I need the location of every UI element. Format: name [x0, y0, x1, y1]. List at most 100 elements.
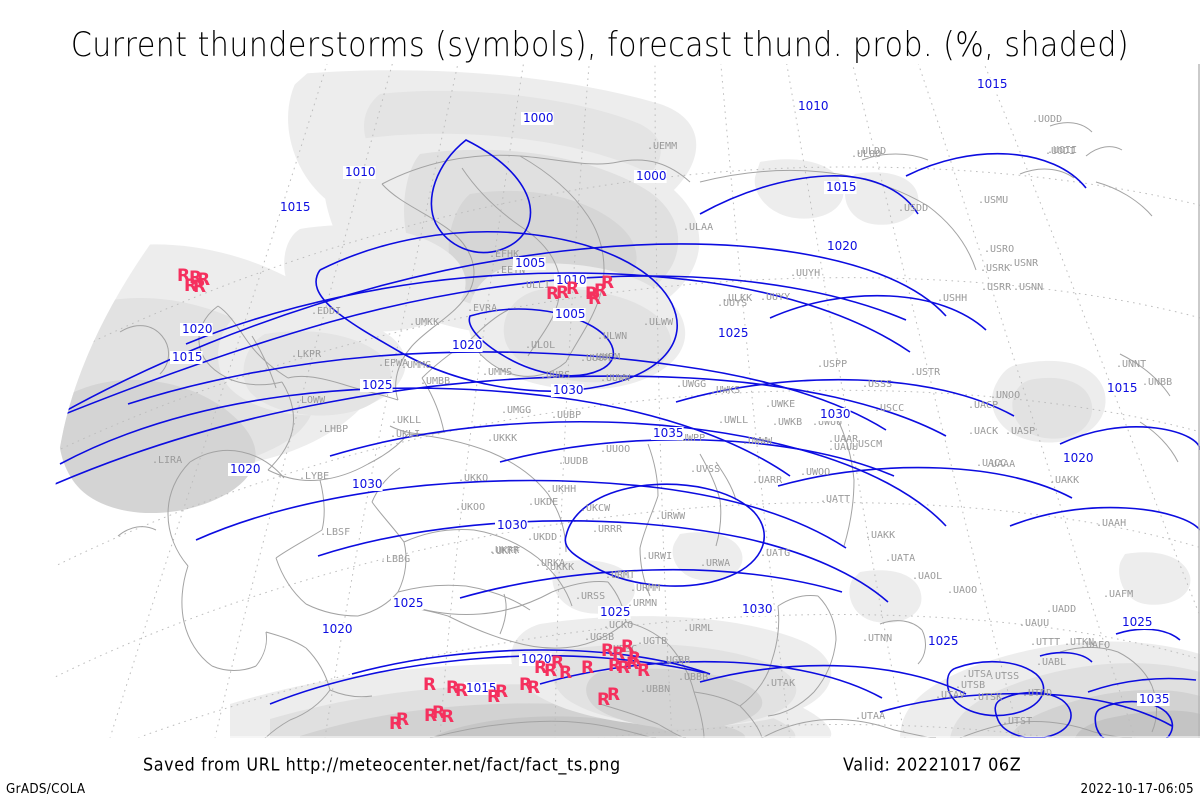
- isobar-label: 1025: [393, 596, 424, 610]
- station-label: .UWLL: [718, 415, 748, 426]
- station-label: .UKLL: [391, 415, 421, 426]
- station-label: .UKFF: [490, 546, 520, 557]
- station-label: .UAUU: [1019, 618, 1049, 629]
- station-label: .UATA: [885, 553, 915, 564]
- station-label: .UATT: [820, 494, 850, 505]
- station-label: .UTAK: [765, 678, 795, 689]
- weather-map-canvas[interactable]: .LIRA .LKPR .EPWA .EDDI .UMKK .UMBB .UMMG .UMGG…: [0, 64, 1200, 738]
- station-label: .ULWN: [597, 331, 627, 342]
- isobar-label: 1035: [653, 426, 684, 440]
- isobar-label: 1010: [345, 165, 376, 179]
- thunderstorm-symbol: R: [566, 279, 579, 299]
- thunderstorm-symbol: R: [544, 661, 557, 681]
- thunderstorm-symbol: R: [441, 707, 454, 727]
- thunderstorm-symbol: R: [601, 641, 614, 661]
- station-label: .UKCW: [580, 503, 611, 514]
- thunderstorm-symbol: R: [396, 710, 409, 730]
- isobar-label-backdrop: [464, 682, 497, 695]
- station-label: .UODI: [1045, 146, 1075, 157]
- station-label: .UAFM: [1103, 589, 1133, 600]
- station-label: .UABL: [1036, 657, 1066, 668]
- map-svg: .LIRA .LKPR .EPWA .EDDI .UMKK .UMBB .UMMG .UMGG…: [0, 64, 1200, 738]
- station-label: .UTKN: [1064, 637, 1094, 648]
- station-label: .UUWW: [600, 373, 631, 384]
- isobar-label-backdrop: [554, 274, 587, 287]
- isobar-label: 1025: [1122, 615, 1153, 629]
- isobar-label-backdrop: [634, 170, 667, 183]
- isobar-label: 1015: [280, 200, 311, 214]
- page-title: Current thunderstorms (symbols), forecas…: [70, 26, 1130, 66]
- thunderstorm-symbol: R: [546, 284, 559, 304]
- station-label: .URMN: [627, 598, 657, 609]
- station-label: .UEMM: [647, 141, 677, 152]
- isobar-label-backdrop: [360, 379, 393, 392]
- station-label: .LBSF: [320, 527, 350, 538]
- isobar-label-backdrop: [551, 384, 584, 397]
- isobar-label: 1010: [556, 273, 587, 287]
- isobar-label: 1030: [553, 383, 584, 397]
- station-label: .LHBP: [318, 424, 348, 435]
- station-label: .URML: [683, 623, 713, 634]
- isobar-label-backdrop: [796, 100, 829, 113]
- station-label: .URRR: [592, 524, 623, 535]
- isobar-label: 1005: [515, 256, 546, 270]
- station-label: .EPWA: [378, 358, 408, 369]
- station-label: .USSS: [862, 379, 892, 390]
- isobar-label: 1015: [826, 180, 857, 194]
- thunderstorm-symbol: R: [556, 283, 569, 303]
- isobar-label: 1020: [521, 652, 552, 666]
- isobar-label-backdrop: [824, 181, 857, 194]
- station-label: .URMM: [630, 583, 660, 594]
- station-label: .UWKS: [710, 385, 740, 396]
- thunderstorm-symbol: R: [594, 281, 607, 301]
- station-label: .EETN: [495, 265, 525, 276]
- station-label: .UWOO: [800, 467, 830, 478]
- isobar-label: 1020: [182, 322, 213, 336]
- thunderstorm-symbol: R: [487, 687, 500, 707]
- isobar-label: 1030: [352, 477, 383, 491]
- station-label: .USTR: [910, 367, 941, 378]
- station-label: .UNBB: [1142, 377, 1172, 388]
- thunderstorm-symbol: R: [628, 649, 641, 669]
- isobar-label-backdrop: [1120, 616, 1153, 629]
- station-label: .UKHH: [546, 484, 576, 495]
- station-label: .UKKK: [544, 562, 574, 573]
- thunderstorm-symbol: R: [193, 277, 206, 297]
- station-label: .UAKK: [865, 530, 895, 541]
- station-label: .UOII: [1047, 145, 1077, 156]
- isobar-label-backdrop: [716, 327, 749, 340]
- isobar-label: 1010: [798, 99, 829, 113]
- station-label: .UGTB: [637, 636, 667, 647]
- station-label: .UKRR: [489, 545, 520, 556]
- thunderstorm-symbol: R: [197, 270, 210, 290]
- station-label: .UAOL: [912, 571, 942, 582]
- thunderstorm-symbol: R: [581, 658, 594, 678]
- isobar-label-backdrop: [1137, 693, 1170, 706]
- isobar-label-backdrop: [1061, 452, 1094, 465]
- isobar-label: 1025: [600, 605, 631, 619]
- station-label: .UACP: [968, 400, 998, 411]
- thunderstorm-symbol: R: [637, 661, 650, 681]
- generation-timestamp: 2022-10-17-06:05: [1080, 781, 1194, 797]
- isobar-label-backdrop: [391, 597, 424, 610]
- thunderstorm-symbol: R: [607, 685, 620, 705]
- station-label: .LIRA: [152, 455, 182, 466]
- station-label: .UAUU: [828, 442, 858, 453]
- station-label: .UUEM: [590, 352, 620, 363]
- station-label: .UVSS: [690, 464, 720, 475]
- station-label: .UADD: [1046, 604, 1076, 615]
- station-label: .UKDE: [528, 497, 558, 508]
- isobar-label: 1030: [497, 518, 528, 532]
- station-label: .UNOO: [990, 390, 1020, 401]
- station-label: .URMT: [605, 570, 635, 581]
- station-label: .UKLI: [390, 429, 420, 440]
- isobar-label: 1000: [523, 111, 554, 125]
- station-label: .UGSB: [584, 632, 614, 643]
- station-label: .UMGG: [501, 405, 531, 416]
- isobar-label: 1025: [362, 378, 393, 392]
- thunderstorm-symbol: R: [551, 653, 564, 673]
- station-label: .UWWW: [742, 436, 773, 447]
- station-label: .ULOL: [525, 340, 555, 351]
- station-label: .UAFO: [1080, 640, 1110, 651]
